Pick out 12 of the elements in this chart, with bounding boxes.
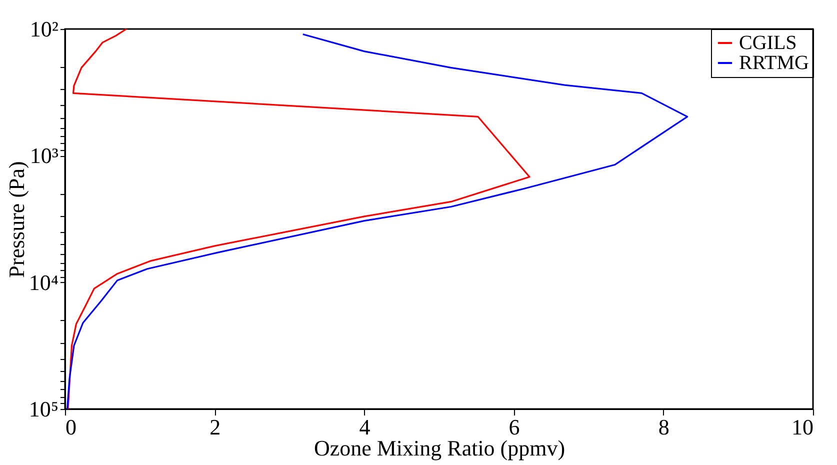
- x-tick-label: 10: [792, 414, 814, 440]
- legend-label: RRTMG: [739, 52, 809, 74]
- x-tick-label: 2: [210, 414, 221, 440]
- legend-label: CGILS: [739, 32, 797, 54]
- y-tick-label: 10³: [30, 143, 59, 168]
- y-tick-label: 10⁴: [28, 270, 59, 295]
- line-series: [66, 33, 688, 410]
- y-tick-label: 10⁵: [28, 396, 58, 422]
- y-axis-title: Pressure (Pa): [4, 161, 29, 278]
- x-tick-label: 8: [658, 414, 670, 440]
- x-tick-label: 0: [66, 414, 76, 440]
- y-tick-label: 10²: [30, 16, 59, 42]
